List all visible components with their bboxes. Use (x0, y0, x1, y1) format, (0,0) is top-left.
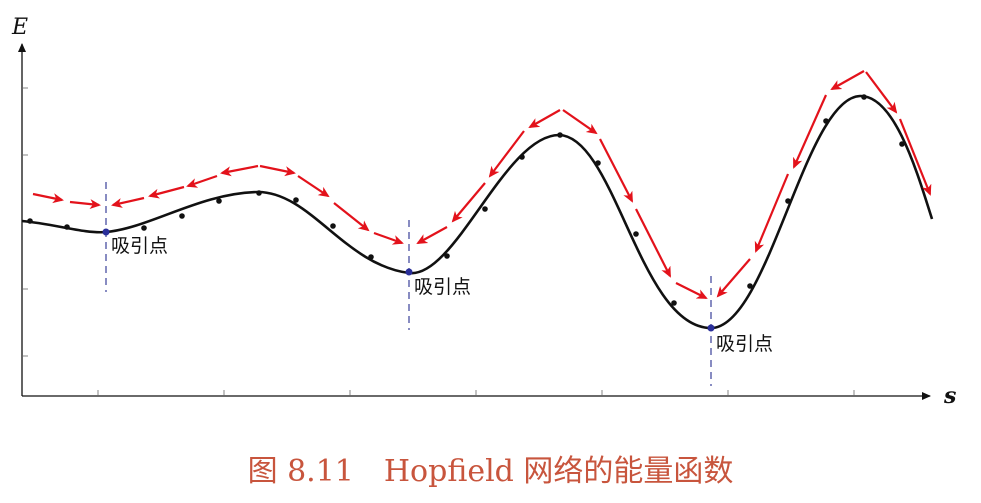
curve-sample-dots (27, 94, 905, 306)
attractor-label-2: 吸引点 (414, 276, 471, 298)
y-axis-label: E (11, 15, 28, 40)
x-axis-label: s (943, 383, 956, 409)
energy-curve (21, 94, 934, 330)
figure-caption: 图 8.11 Hopfield 网络的能量函数 (247, 454, 734, 489)
attractor-label-3: 吸引点 (716, 333, 773, 355)
attractor-label-1: 吸引点 (111, 235, 168, 257)
descent-arrows (32, 70, 932, 299)
attractor-points (102, 228, 715, 332)
